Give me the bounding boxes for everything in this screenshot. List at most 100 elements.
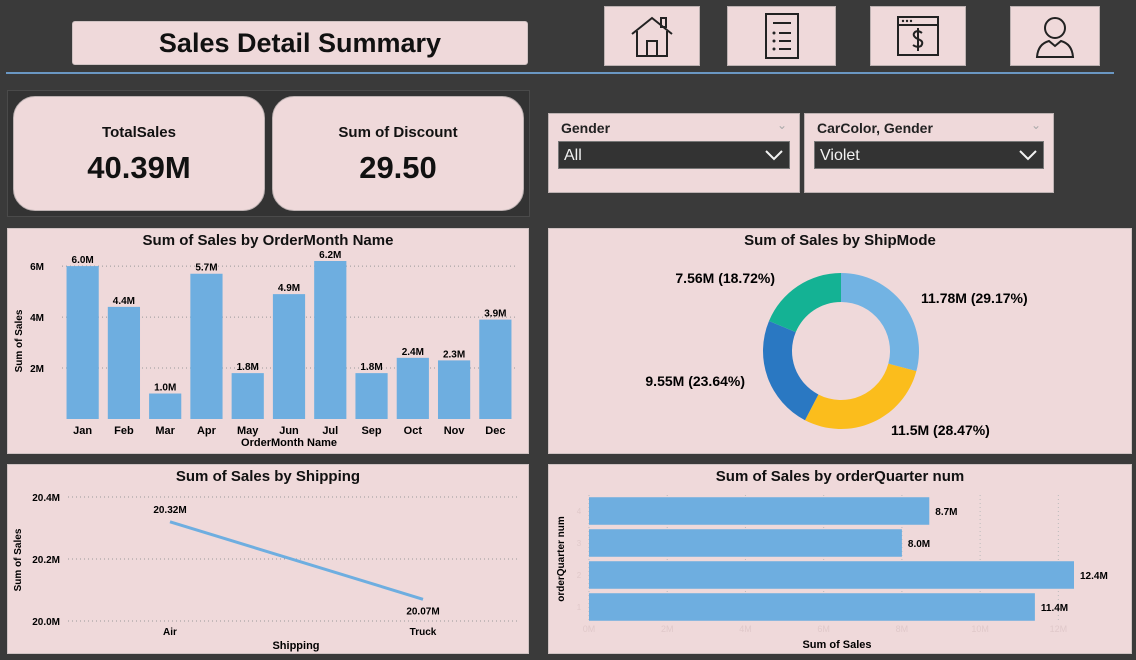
data-label: 6.0M <box>72 255 94 266</box>
kpi-label: Sum of Discount <box>338 124 458 141</box>
carcolor-slicer: CarColor, Gender ⌄ Violet <box>804 113 1054 193</box>
donut-slice[interactable] <box>804 363 917 429</box>
bar[interactable] <box>66 266 99 419</box>
y-axis-label: Sum of Sales <box>14 309 25 372</box>
y-axis-label: Sum of Sales <box>13 528 24 591</box>
discount-card: Sum of Discount 29.50 <box>272 96 524 211</box>
bar[interactable] <box>149 393 182 419</box>
chart-title: Sum of Sales by Shipping <box>175 468 361 485</box>
quarter-chart-panel: Sum of Sales by orderQuarter num 0M 2M 4M 6… <box>548 464 1132 654</box>
donut-slice[interactable] <box>841 273 919 372</box>
bar[interactable] <box>437 360 471 419</box>
slice-label: 7.56M (18.72%) <box>675 270 775 286</box>
chevron-down-icon <box>765 150 783 161</box>
donut-slice[interactable] <box>768 273 841 333</box>
shipping-line-chart: 20.0M 20.2M 20.4M 20.32M Air 20.07M Truck Shipp… <box>13 493 520 652</box>
y-axis-label: orderQuarter num <box>556 516 567 602</box>
dropdown-value: Violet <box>820 147 860 164</box>
bar[interactable] <box>396 357 429 419</box>
bar[interactable] <box>107 306 141 419</box>
header-divider <box>6 72 1114 74</box>
y-tick-label: 20.0M <box>32 617 60 628</box>
dollar-window-icon <box>897 16 939 56</box>
x-tick-label: Oct <box>404 425 423 437</box>
data-label: 8.0M <box>908 539 930 550</box>
bar[interactable] <box>190 273 223 419</box>
x-tick-label: Feb <box>114 425 134 437</box>
bar[interactable] <box>355 373 388 419</box>
bar[interactable] <box>589 497 930 525</box>
data-label: 20.32M <box>153 505 186 516</box>
y-tick-label: 2 <box>577 571 582 580</box>
month-chart-panel: Sum of Sales by OrderMonth Name 2M 4M 6M 6.… <box>7 228 529 454</box>
kpi-value: 29.50 <box>359 150 437 185</box>
x-axis-label: Sum of Sales <box>802 639 871 651</box>
data-label: 1.8M <box>360 362 382 373</box>
slicer-label: Gender <box>561 120 611 136</box>
chevron-down-icon[interactable]: ⌄ <box>776 118 787 132</box>
bar[interactable] <box>589 593 1035 621</box>
x-tick-label: 10M <box>971 624 989 634</box>
x-tick-label: Jun <box>279 425 299 437</box>
chart-title: Sum of Sales by orderQuarter num <box>715 468 965 485</box>
shipping-chart-panel: Sum of Sales by Shipping 20.0M 20.2M 20.4M… <box>7 464 529 654</box>
bar[interactable] <box>589 529 902 557</box>
total-sales-card: TotalSales 40.39M <box>13 96 265 211</box>
y-tick-label: 20.2M <box>32 555 60 566</box>
slice-label: 11.5M (28.47%) <box>891 422 990 438</box>
bar[interactable] <box>231 373 264 419</box>
x-tick-label: Apr <box>197 425 217 437</box>
data-label: 20.07M <box>406 606 439 617</box>
chevron-down-icon[interactable]: ⌄ <box>1030 118 1041 132</box>
home-icon <box>631 16 673 57</box>
x-tick-label: 8M <box>896 624 909 634</box>
y-tick-label: 4M <box>30 313 44 324</box>
user-icon <box>1035 17 1075 58</box>
data-label: 1.8M <box>237 362 259 373</box>
chart-title: Sum of Sales by ShipMode <box>744 232 936 249</box>
x-tick-label: 6M <box>817 624 830 634</box>
x-tick-label: Mar <box>155 425 175 437</box>
data-label: 11.4M <box>1041 603 1068 614</box>
data-label: 1.0M <box>154 383 176 394</box>
data-label: 6.2M <box>319 250 341 261</box>
y-tick-label: 6M <box>30 262 44 273</box>
data-label: 2.3M <box>443 349 465 360</box>
chevron-down-icon <box>1019 150 1037 161</box>
slicer-label: CarColor, Gender <box>817 120 933 136</box>
x-tick-label: Dec <box>485 425 505 437</box>
gender-dropdown[interactable]: All <box>558 141 790 169</box>
series-line[interactable] <box>169 520 424 601</box>
month-bar-chart: 2M 4M 6M 6.0M Jan 4.4M Feb 1.0M Mar 5.7M Apr 1.8M Ma… <box>14 250 516 449</box>
x-tick-label: Jan <box>73 425 92 437</box>
data-label: 8.7M <box>935 507 957 518</box>
bar[interactable] <box>479 319 512 419</box>
data-label: 5.7M <box>195 263 217 274</box>
quarter-bar-chart: 0M 2M 4M 6M 8M 10M 12M 8.7M 4 8.0M 3 12.4M 2 11.4M 1 Su… <box>556 495 1108 651</box>
bar[interactable] <box>589 561 1074 589</box>
slice-label: 11.78M (29.17%) <box>921 290 1028 306</box>
report-button[interactable] <box>727 6 836 66</box>
bar[interactable] <box>272 294 306 419</box>
x-axis-label: Shipping <box>272 640 319 652</box>
billing-button[interactable] <box>870 6 966 66</box>
x-tick-label: Air <box>163 627 177 638</box>
home-button[interactable] <box>604 6 700 66</box>
x-tick-label: 0M <box>583 624 596 634</box>
x-tick-label: May <box>237 425 259 437</box>
x-tick-label: 12M <box>1050 624 1068 634</box>
page-title: Sales Detail Summary <box>158 27 442 58</box>
gender-slicer: Gender ⌄ All <box>548 113 800 193</box>
slice-label: 9.55M (23.64%) <box>645 373 745 389</box>
x-tick-label: 2M <box>661 624 674 634</box>
carcolor-dropdown[interactable]: Violet <box>814 141 1044 169</box>
kpi-label: TotalSales <box>102 124 176 141</box>
shipmode-donut-chart: 11.78M (29.17%) 11.5M (28.47%) 9.55M (23.6… <box>645 270 1028 438</box>
x-tick-label: Truck <box>410 627 437 638</box>
x-tick-label: Sep <box>361 425 381 437</box>
donut-slice[interactable] <box>763 321 819 421</box>
bar[interactable] <box>314 261 347 419</box>
data-label: 4.4M <box>113 296 135 307</box>
profile-button[interactable] <box>1010 6 1100 66</box>
document-list-icon <box>764 13 799 59</box>
